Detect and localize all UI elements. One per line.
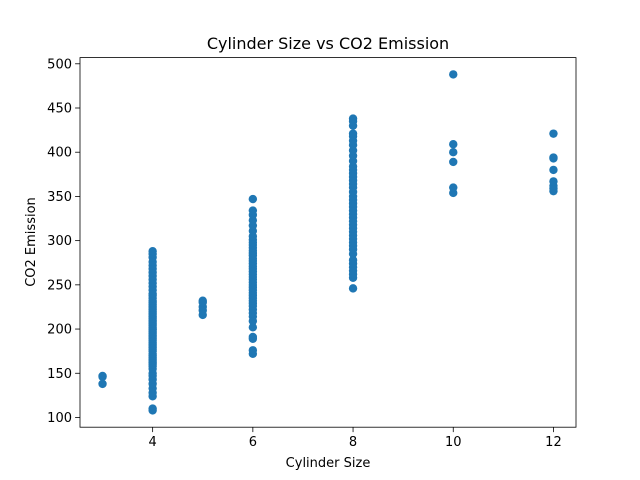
scatter-point (98, 379, 107, 389)
y-tick-label: 350 (47, 190, 72, 205)
scatter-point (248, 332, 258, 342)
y-tick-label: 450 (47, 102, 72, 117)
x-tick-label: 6 (249, 435, 257, 450)
x-axis-label: Cylinder Size (286, 456, 371, 471)
scatter-point (148, 247, 157, 256)
axes-frame (79, 57, 577, 428)
y-tick-label: 500 (47, 57, 72, 72)
scatter-point (98, 372, 107, 381)
scatter-point (549, 153, 558, 162)
x-tick-label: 12 (545, 435, 562, 450)
x-tick-label: 4 (149, 435, 157, 450)
scatter-point (449, 70, 458, 79)
chart-title: Cylinder Size vs CO2 Emission (207, 34, 449, 53)
scatter-point (549, 177, 558, 186)
scatter-point (248, 323, 258, 332)
scatter-point (549, 129, 558, 138)
scatter-point (449, 157, 458, 167)
scatter-point (348, 114, 358, 123)
y-tick-label: 150 (47, 367, 72, 382)
y-axis-label: CO2 Emission (24, 197, 39, 287)
scatter-point (348, 129, 358, 138)
scatter-point (248, 206, 258, 215)
scatter-point (449, 140, 458, 149)
y-tick-label: 200 (47, 323, 72, 338)
x-tick-label: 10 (445, 435, 462, 450)
scatter-point (248, 194, 258, 204)
scatter-point (549, 165, 558, 175)
scatter-point (348, 255, 358, 265)
scatter-point (148, 404, 157, 413)
y-tick-label: 100 (47, 411, 72, 426)
scatter-point (449, 183, 458, 192)
y-tick-label: 400 (47, 146, 72, 161)
x-tick-label: 8 (349, 435, 357, 450)
scatter-point (449, 148, 458, 157)
scatter-point (198, 298, 207, 307)
scatter-point (348, 284, 358, 293)
scatter-point (248, 346, 258, 355)
y-tick-label: 250 (47, 278, 72, 293)
y-tick-label: 300 (47, 234, 72, 249)
